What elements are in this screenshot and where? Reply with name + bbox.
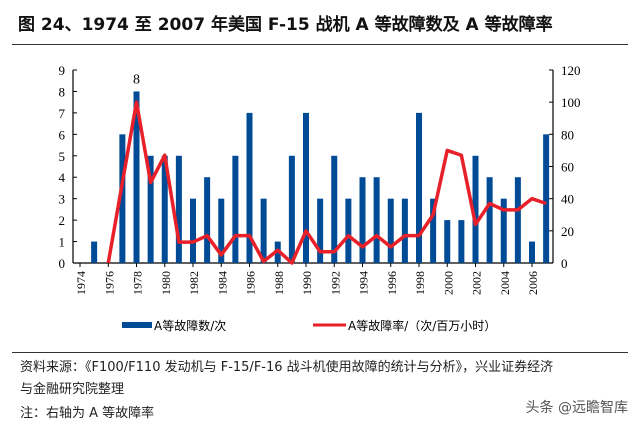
bar-1981 <box>175 155 182 263</box>
x-tick-label: 1996 <box>385 271 399 295</box>
bar-2005 <box>514 177 521 263</box>
bar-2007 <box>543 134 550 263</box>
bar-1993 <box>345 198 352 263</box>
bar-1989 <box>288 155 295 263</box>
bar-1991 <box>317 198 324 263</box>
x-tick-label: 2004 <box>498 271 512 295</box>
bar-1999 <box>430 198 437 263</box>
x-tick-label: 1974 <box>74 271 88 295</box>
watermark: 头条 @远瞻智库 <box>525 400 628 416</box>
bar-2003 <box>486 177 493 263</box>
rate-line <box>106 100 547 265</box>
bar-1994 <box>359 177 366 263</box>
x-tick-label: 1982 <box>187 271 201 295</box>
right-tick-label: 40 <box>561 192 574 207</box>
left-tick-label: 0 <box>59 256 66 271</box>
x-tick-label: 1990 <box>300 271 314 295</box>
bar-2006 <box>529 241 535 263</box>
bar-1975 <box>91 241 98 263</box>
bar-2000 <box>444 220 451 263</box>
left-tick-label: 6 <box>59 127 66 142</box>
left-tick-label: 9 <box>59 63 66 78</box>
left-tick-label: 4 <box>59 170 66 185</box>
left-tick-label: 8 <box>59 84 66 99</box>
left-tick-label: 5 <box>59 149 66 164</box>
bar-1987 <box>260 198 267 263</box>
x-tick-label: 1980 <box>159 271 173 295</box>
bar-1996 <box>387 198 394 263</box>
bar-1995 <box>373 177 380 263</box>
left-tick-label: 7 <box>59 106 66 121</box>
right-tick-label: 80 <box>561 127 574 142</box>
x-tick-label: 1988 <box>272 271 286 295</box>
bar-1990 <box>303 112 309 263</box>
bar-2004 <box>500 198 507 263</box>
right-tick-label: 0 <box>561 256 568 271</box>
bar-1979 <box>147 155 154 263</box>
right-tick-label: 20 <box>561 224 574 239</box>
source-divider <box>12 352 628 353</box>
x-tick-label: 1976 <box>102 271 116 295</box>
axis-note: 注：右轴为 A 等故障率 <box>20 406 155 421</box>
left-tick-label: 1 <box>59 235 66 250</box>
legend-bar-swatch <box>122 322 152 328</box>
source-note: 资料来源：《F100/F110 发动机与 F-15/F-16 战斗机使用故障的统… <box>20 360 554 375</box>
source-note-cont: 与金融研究院整理 <box>20 382 125 397</box>
bar-2001 <box>458 220 465 263</box>
x-tick-label: 1984 <box>215 271 229 295</box>
x-tick-label: 1998 <box>413 271 427 295</box>
right-tick-label: 100 <box>561 95 581 110</box>
bar-1992 <box>331 155 338 263</box>
x-tick-label: 2006 <box>526 271 540 295</box>
legend-line-label: A等故障率/（次/百万小时） <box>348 318 496 333</box>
bar-2002 <box>472 155 479 263</box>
right-tick-label: 120 <box>561 63 581 78</box>
left-tick-label: 2 <box>59 213 66 228</box>
chart: 0 1 2 3 4 5 6 7 8 9 0 20 40 60 80 100 120 1974 1976 1978 198… <box>59 63 581 333</box>
bar-1982 <box>190 198 196 263</box>
x-tick-label: 1978 <box>131 271 145 295</box>
x-tick-label: 2000 <box>441 271 455 295</box>
chart-title: 图 24、1974 至 2007 年美国 F-15 战机 A 等故障数及 A 等… <box>18 15 553 35</box>
bar-1998 <box>416 112 422 263</box>
bar-1980 <box>161 155 168 263</box>
bar-1986 <box>246 112 253 263</box>
x-tick-label: 2002 <box>470 271 484 295</box>
bar-1997 <box>401 198 408 263</box>
bar-1984 <box>218 198 225 263</box>
x-tick-label: 1992 <box>328 271 342 295</box>
bar-1978 <box>133 91 140 263</box>
bar-1983 <box>204 177 211 263</box>
bar-1985 <box>232 155 239 263</box>
x-tick-label: 1994 <box>357 271 371 295</box>
bar-1977 <box>119 134 126 263</box>
data-label: 8 <box>133 72 140 87</box>
x-tick-label: 1986 <box>244 271 258 295</box>
left-tick-label: 3 <box>59 192 66 207</box>
legend-bar-label: A等故障数/次 <box>154 318 226 333</box>
right-tick-label: 60 <box>561 160 574 175</box>
title-divider <box>12 44 628 45</box>
